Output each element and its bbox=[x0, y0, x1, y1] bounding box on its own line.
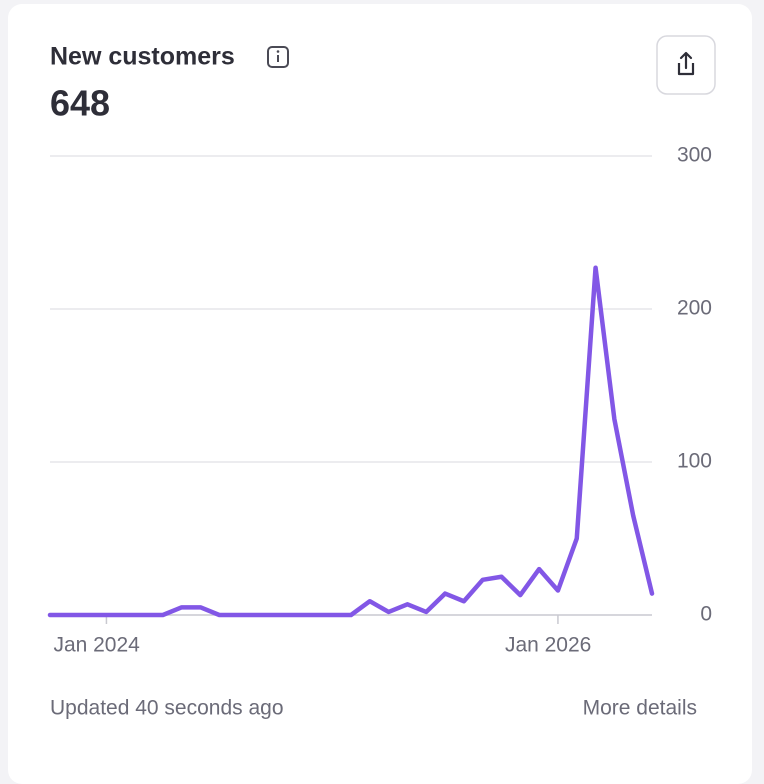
card-title: New customers bbox=[50, 43, 235, 71]
series-line bbox=[47, 265, 655, 618]
x-tick-label: Jan 2024 bbox=[53, 634, 140, 657]
chart: New customers 648 Updated 40 seconds ago… bbox=[47, 35, 716, 720]
y-tick-label: 0 bbox=[700, 603, 712, 626]
more-details-link[interactable]: More details bbox=[583, 697, 697, 720]
y-tick-label: 100 bbox=[677, 450, 712, 473]
share-button[interactable] bbox=[656, 35, 716, 95]
x-tick-label: Jan 2026 bbox=[505, 634, 591, 657]
info-icon[interactable] bbox=[267, 46, 289, 68]
card bbox=[8, 4, 752, 784]
y-tick-label: 200 bbox=[677, 297, 712, 320]
total-value: 648 bbox=[50, 83, 110, 124]
y-tick-label: 300 bbox=[677, 144, 712, 167]
updated-text: Updated 40 seconds ago bbox=[50, 697, 284, 720]
